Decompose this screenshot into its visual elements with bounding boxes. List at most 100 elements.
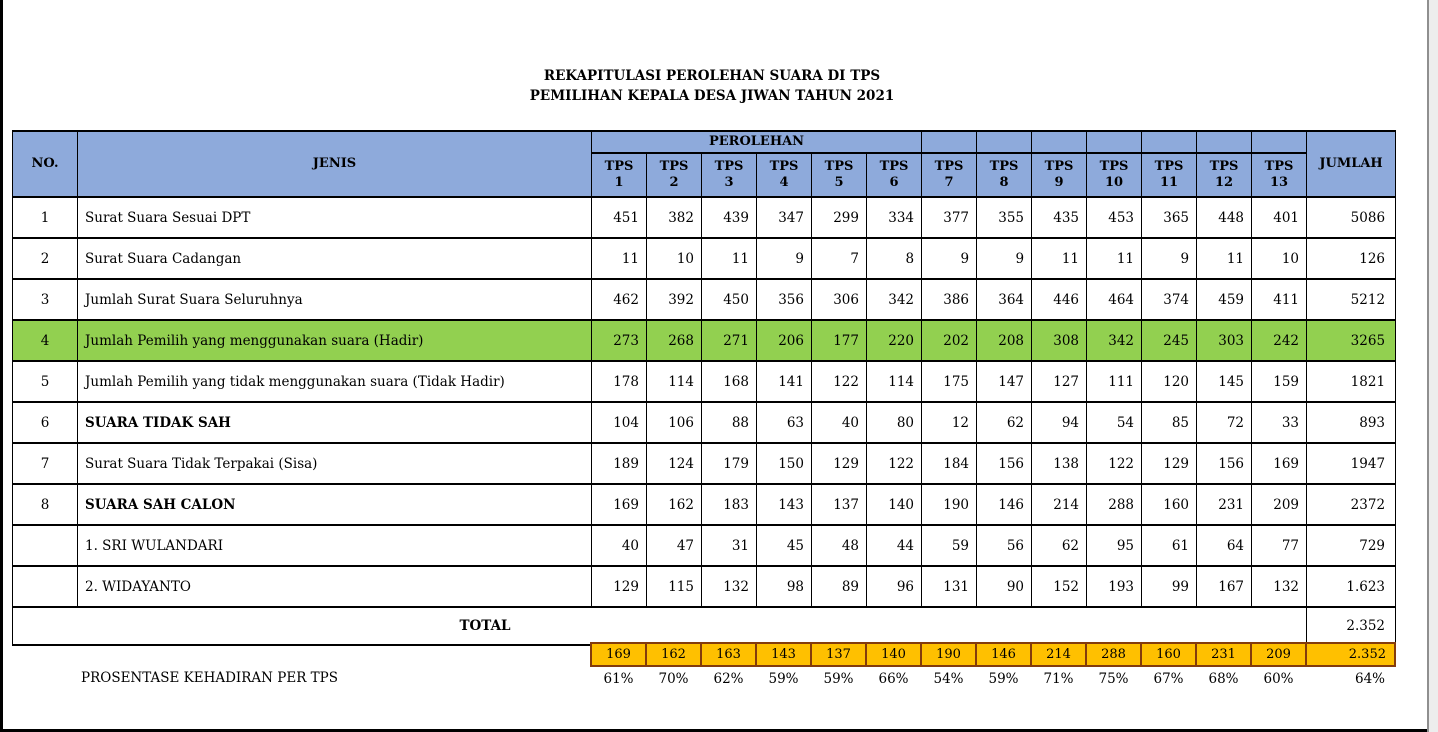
cell-tps-6: 96 <box>865 565 923 608</box>
attendance-count-tps-11: 160 <box>1140 642 1197 667</box>
cell-tps-12: 448 <box>1196 196 1253 239</box>
header-spacer <box>1086 130 1143 154</box>
col-header-jenis: JENIS <box>77 130 592 198</box>
cell-tps-4: 356 <box>756 278 812 321</box>
table-row-6: 6 SUARA TIDAK SAH 104 106 88 63 40 80 12 62 94 54 85… <box>12 401 1397 444</box>
cell-tps-7: 386 <box>921 278 978 321</box>
cell-tps-8: 156 <box>976 442 1033 485</box>
cell-tps-3: 179 <box>701 442 757 485</box>
attendance-count-tps-9: 214 <box>1030 642 1087 667</box>
cell-tps-13: 159 <box>1251 360 1308 403</box>
cell-tps-2: 106 <box>646 401 702 444</box>
title-line-1: REKAPITULASI PEROLEHAN SUARA DI TPS <box>543 68 881 84</box>
cell-tps-7: 202 <box>921 319 978 362</box>
cell-tps-3: 450 <box>701 278 757 321</box>
cell-tps-11: 9 <box>1141 237 1198 280</box>
cell-tps-6: 44 <box>865 524 923 567</box>
table-row-7: 7 Surat Suara Tidak Terpakai (Sisa) 189 124… <box>12 442 1397 485</box>
cell-tps-8: 56 <box>976 524 1033 567</box>
window-left-border <box>0 0 3 732</box>
table-row-5: 5 Jumlah Pemilih yang tidak menggunakan s… <box>12 360 1397 403</box>
cell-tps-2: 382 <box>646 196 702 239</box>
col-header-tps-9: TPS 9 <box>1031 152 1088 198</box>
attendance-percent-tps-5: 59% <box>823 670 854 687</box>
cell-tps-5: 7 <box>811 237 867 280</box>
cell-tps-11: 245 <box>1141 319 1198 362</box>
row-label: SUARA SAH CALON <box>77 483 592 526</box>
table-row-10: 2. WIDAYANTO 129 115 132 98 89 96 131 90 152 193 99… <box>12 565 1397 608</box>
window-bottom-border <box>0 729 1427 732</box>
cell-tps-9: 62 <box>1031 524 1088 567</box>
cell-tps-10: 193 <box>1086 565 1143 608</box>
col-header-jumlah: JUMLAH <box>1306 130 1397 198</box>
cell-tps-10: 11 <box>1086 237 1143 280</box>
cell-tps-13: 132 <box>1251 565 1308 608</box>
attendance-count-tps-13: 209 <box>1250 642 1307 667</box>
cell-tps-12: 145 <box>1196 360 1253 403</box>
attendance-percent-tps-2: 70% <box>658 670 689 687</box>
attendance-percent-tps-10: 75% <box>1098 670 1129 687</box>
cell-tps-3: 11 <box>701 237 757 280</box>
cell-tps-11: 160 <box>1141 483 1198 526</box>
cell-tps-9: 138 <box>1031 442 1088 485</box>
header-spacer <box>976 130 1033 154</box>
cell-jumlah: 5086 <box>1306 196 1397 239</box>
cell-jumlah: 1821 <box>1306 360 1397 403</box>
cell-jumlah: 729 <box>1306 524 1397 567</box>
page-right-edge <box>1427 0 1429 732</box>
cell-tps-12: 231 <box>1196 483 1253 526</box>
cell-tps-13: 242 <box>1251 319 1308 362</box>
cell-tps-2: 268 <box>646 319 702 362</box>
row-label: Jumlah Surat Suara Seluruhnya <box>77 278 592 321</box>
cell-tps-1: 462 <box>591 278 647 321</box>
cell-tps-9: 214 <box>1031 483 1088 526</box>
cell-tps-1: 189 <box>591 442 647 485</box>
cell-tps-2: 124 <box>646 442 702 485</box>
cell-tps-11: 374 <box>1141 278 1198 321</box>
col-header-tps-13: TPS 13 <box>1251 152 1308 198</box>
cell-tps-4: 45 <box>756 524 812 567</box>
cell-tps-2: 10 <box>646 237 702 280</box>
cell-tps-4: 143 <box>756 483 812 526</box>
cell-tps-12: 167 <box>1196 565 1253 608</box>
cell-tps-1: 40 <box>591 524 647 567</box>
cell-tps-2: 47 <box>646 524 702 567</box>
col-header-tps-10: TPS 10 <box>1086 152 1143 198</box>
cell-tps-12: 64 <box>1196 524 1253 567</box>
row-number: 3 <box>12 278 78 321</box>
row-number: 1 <box>12 196 78 239</box>
scrollbar-track[interactable] <box>1429 0 1438 732</box>
cell-tps-5: 306 <box>811 278 867 321</box>
cell-tps-7: 12 <box>921 401 978 444</box>
table-row-3: 3 Jumlah Surat Suara Seluruhnya 462 392 450 3… <box>12 278 1397 321</box>
col-header-tps-2: TPS 2 <box>646 152 702 198</box>
attendance-percent-total: 64% <box>1354 670 1385 687</box>
row-number: 8 <box>12 483 78 526</box>
cell-tps-13: 411 <box>1251 278 1308 321</box>
cell-tps-8: 146 <box>976 483 1033 526</box>
cell-tps-13: 10 <box>1251 237 1308 280</box>
footer-spacer <box>12 643 77 666</box>
row-label: Surat Suara Tidak Terpakai (Sisa) <box>77 442 592 485</box>
cell-tps-8: 208 <box>976 319 1033 362</box>
attendance-percent-row: PROSENTASE KEHADIRAN PER TPS 61% 70% 62% 59… <box>12 666 1395 690</box>
cell-tps-10: 111 <box>1086 360 1143 403</box>
recap-table: NO. JENIS PEROLEHAN JUMLAH TPS 1 TPS 2 TPS… <box>11 130 1397 646</box>
cell-tps-11: 365 <box>1141 196 1198 239</box>
attendance-percent-tps-1: 61% <box>603 670 634 687</box>
cell-jumlah: 126 <box>1306 237 1397 280</box>
cell-tps-3: 132 <box>701 565 757 608</box>
header-spacer <box>1196 130 1253 154</box>
cell-tps-11: 129 <box>1141 442 1198 485</box>
row-label: 1. SRI WULANDARI <box>77 524 592 567</box>
col-header-tps-7: TPS 7 <box>921 152 978 198</box>
cell-tps-11: 99 <box>1141 565 1198 608</box>
cell-jumlah: 2372 <box>1306 483 1397 526</box>
attendance-percent-tps-13: 60% <box>1263 670 1294 687</box>
cell-tps-10: 54 <box>1086 401 1143 444</box>
header-spacer <box>1031 130 1088 154</box>
row-number: 5 <box>12 360 78 403</box>
cell-tps-2: 162 <box>646 483 702 526</box>
table-row-8: 8 SUARA SAH CALON 169 162 183 143 137 140 190 146… <box>12 483 1397 526</box>
cell-tps-6: 80 <box>865 401 923 444</box>
